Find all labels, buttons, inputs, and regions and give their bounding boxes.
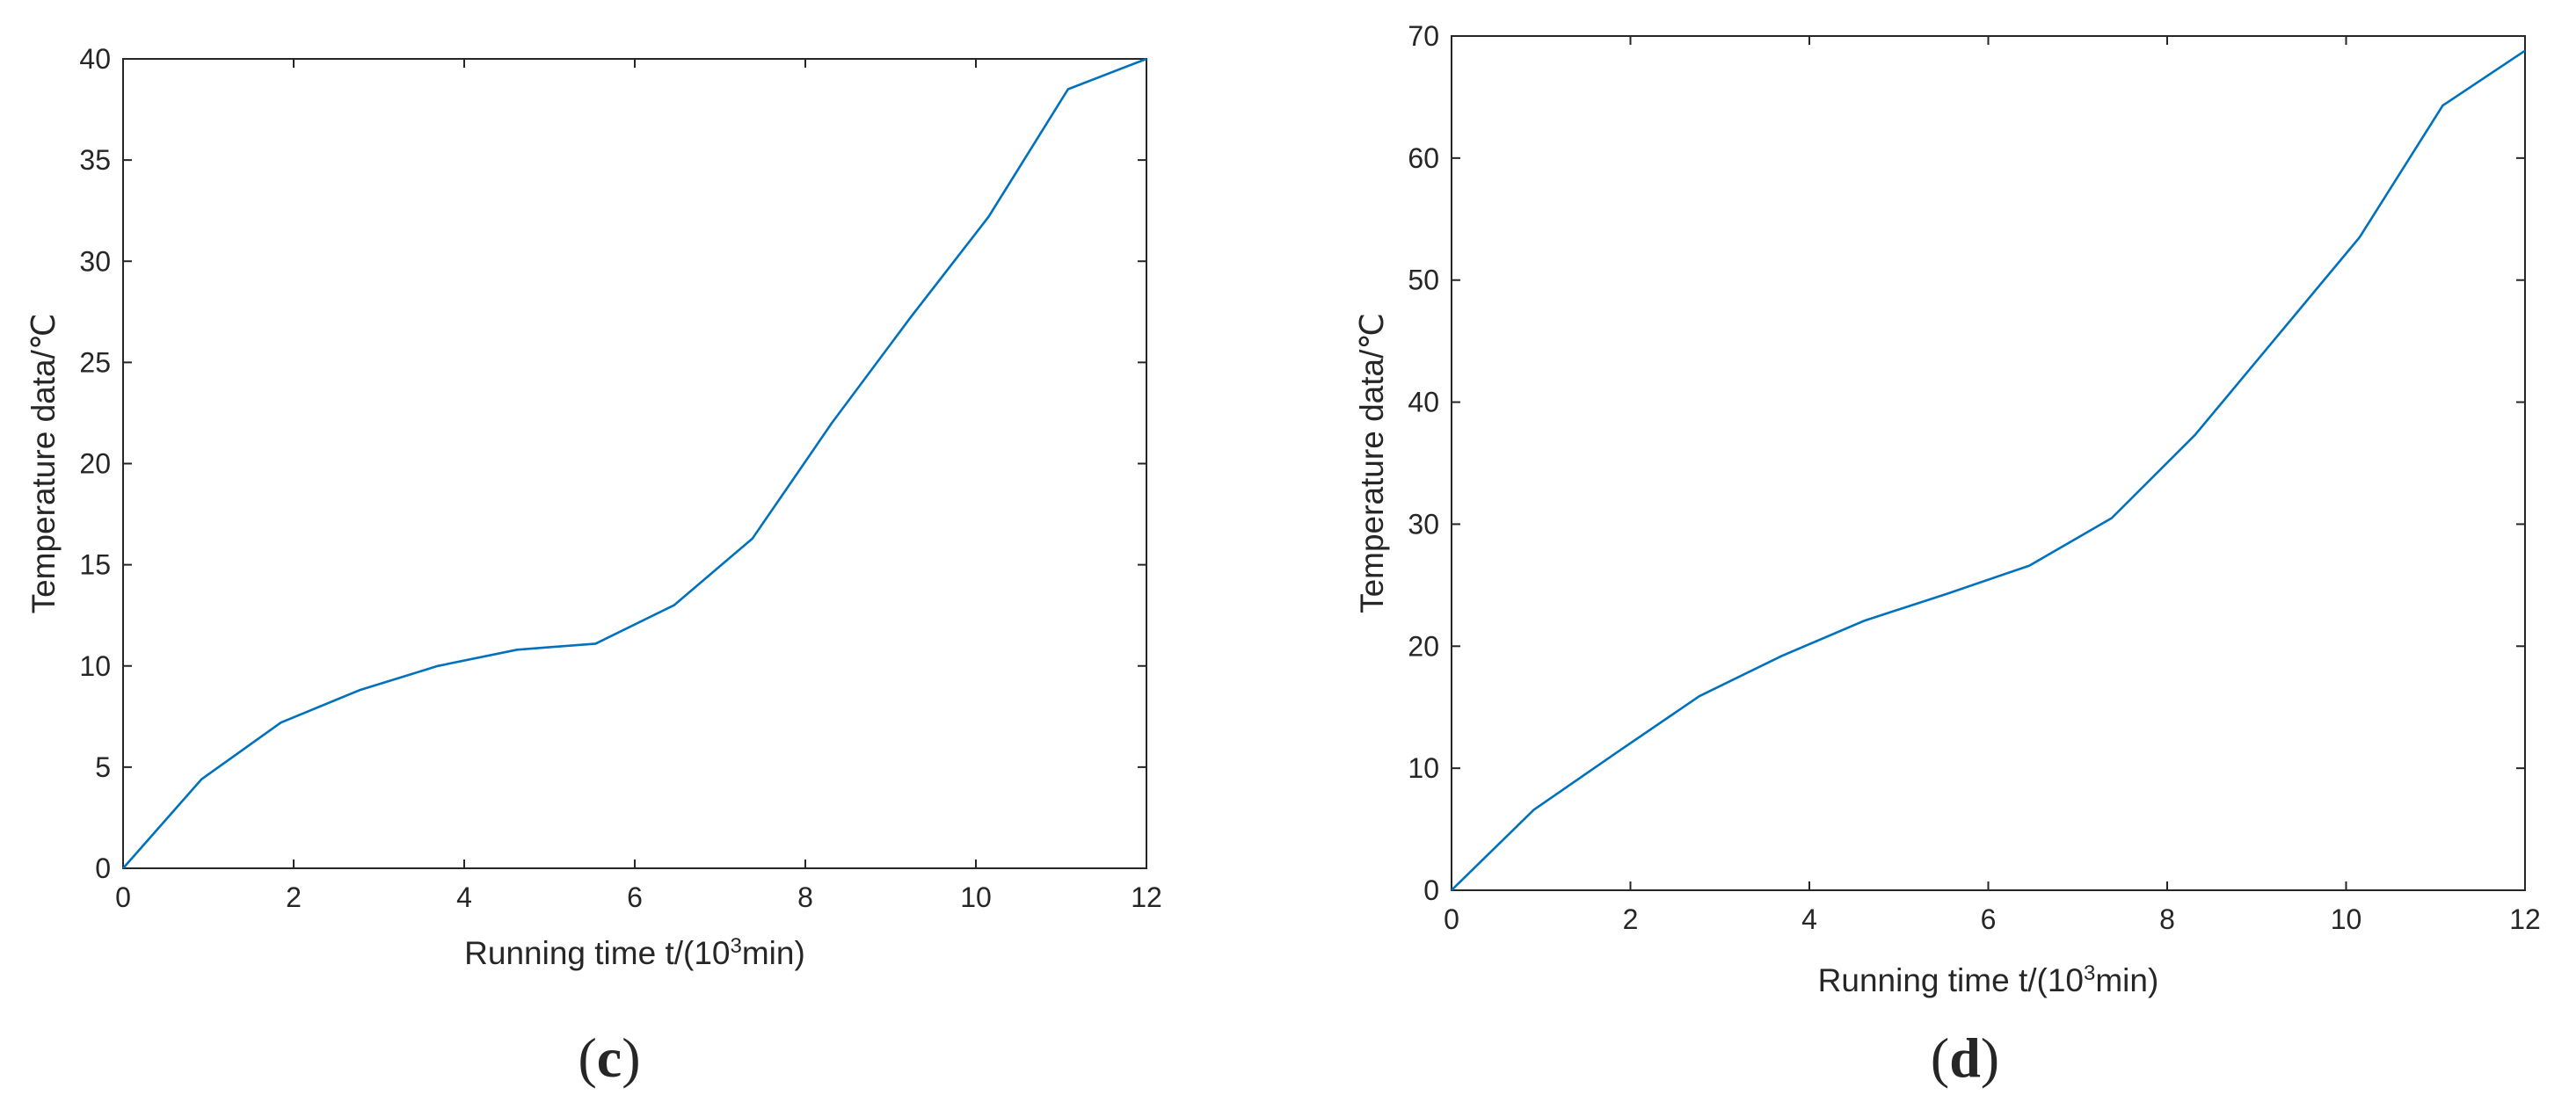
x-tick-label-d: 10 <box>2331 903 2362 935</box>
y-tick-label-d: 50 <box>1408 265 1439 296</box>
plot-area-c: 0 2 4 6 8 10 12 0 5 10 15 20 25 30 35 40 <box>79 43 1161 913</box>
x-tick-label-d: 8 <box>2159 903 2175 935</box>
y-tick-label-c: 35 <box>79 144 111 176</box>
y-tick-label-c: 30 <box>79 245 111 277</box>
y-tick-label-d: 30 <box>1408 508 1439 540</box>
y-tick-label-d: 70 <box>1408 20 1439 52</box>
series-line-d-0 <box>1451 49 2526 891</box>
y-tick-label-c: 20 <box>79 448 111 480</box>
panel-label-d: (d) <box>1931 1026 1999 1089</box>
x-tick-label-c: 2 <box>286 881 302 913</box>
x-axis-title-end-d: min) <box>2095 962 2158 998</box>
panel-letter-c: c <box>597 1026 622 1089</box>
x-axis-title-end-c: min) <box>742 935 805 971</box>
series-line-c-0 <box>122 57 1147 869</box>
x-tick-label-d: 6 <box>1981 903 1997 935</box>
x-axis-title-main-d: Running time t/(10 <box>1818 962 2084 998</box>
y-tick-label-c: 10 <box>79 650 111 682</box>
axes-box-d <box>1451 35 2526 891</box>
x-tick-label-d: 12 <box>2509 903 2541 935</box>
plot-area-d: 0 2 4 6 8 10 12 0 10 20 30 40 50 60 70 <box>1408 20 2540 935</box>
x-axis-title-sup-d: 3 <box>2084 961 2095 985</box>
x-tick-label-c: 8 <box>797 881 813 913</box>
y-tick-label-d: 0 <box>1423 874 1439 906</box>
x-axis-title-main-c: Running time t/(10 <box>464 935 730 971</box>
x-tick-label-d: 2 <box>1623 903 1639 935</box>
y-tick-label-c: 5 <box>95 751 111 783</box>
x-tick-label-c: 10 <box>960 881 992 913</box>
y-tick-label-c: 15 <box>79 549 111 581</box>
x-tick-label-d: 4 <box>1801 903 1817 935</box>
y-tick-label-d: 40 <box>1408 387 1439 418</box>
y-tick-label-d: 10 <box>1408 752 1439 784</box>
x-tick-label-c: 6 <box>627 881 643 913</box>
y-tick-label-c: 25 <box>79 346 111 378</box>
x-axis-title-c: Running time t/(103min) <box>464 934 805 972</box>
panel-label-c: (c) <box>578 1026 640 1089</box>
y-tick-label-d: 20 <box>1408 630 1439 662</box>
x-tick-label-c: 4 <box>456 881 472 913</box>
y-axis-title-d: Temperature data/℃ <box>1354 313 1390 613</box>
chart-panel-d: 0 2 4 6 8 10 12 0 10 20 30 40 50 60 70 Running time t/… <box>1354 20 2541 1089</box>
x-axis-title-d: Running time t/(103min) <box>1818 961 2159 999</box>
y-tick-label-c: 0 <box>95 852 111 884</box>
axes-box-c <box>122 58 1147 869</box>
chart-panel-c: 0 2 4 6 8 10 12 0 5 10 15 20 25 30 35 40 Running time t… <box>25 43 1162 1089</box>
x-tick-label-c: 12 <box>1131 881 1162 913</box>
y-tick-label-d: 60 <box>1408 142 1439 174</box>
y-tick-label-c: 40 <box>79 43 111 75</box>
x-tick-label-c: 0 <box>115 881 131 913</box>
x-tick-label-d: 0 <box>1444 903 1459 935</box>
panel-letter-d: d <box>1949 1026 1981 1089</box>
y-axis-title-c: Temperature data/℃ <box>25 314 62 614</box>
x-axis-title-sup-c: 3 <box>731 934 742 958</box>
